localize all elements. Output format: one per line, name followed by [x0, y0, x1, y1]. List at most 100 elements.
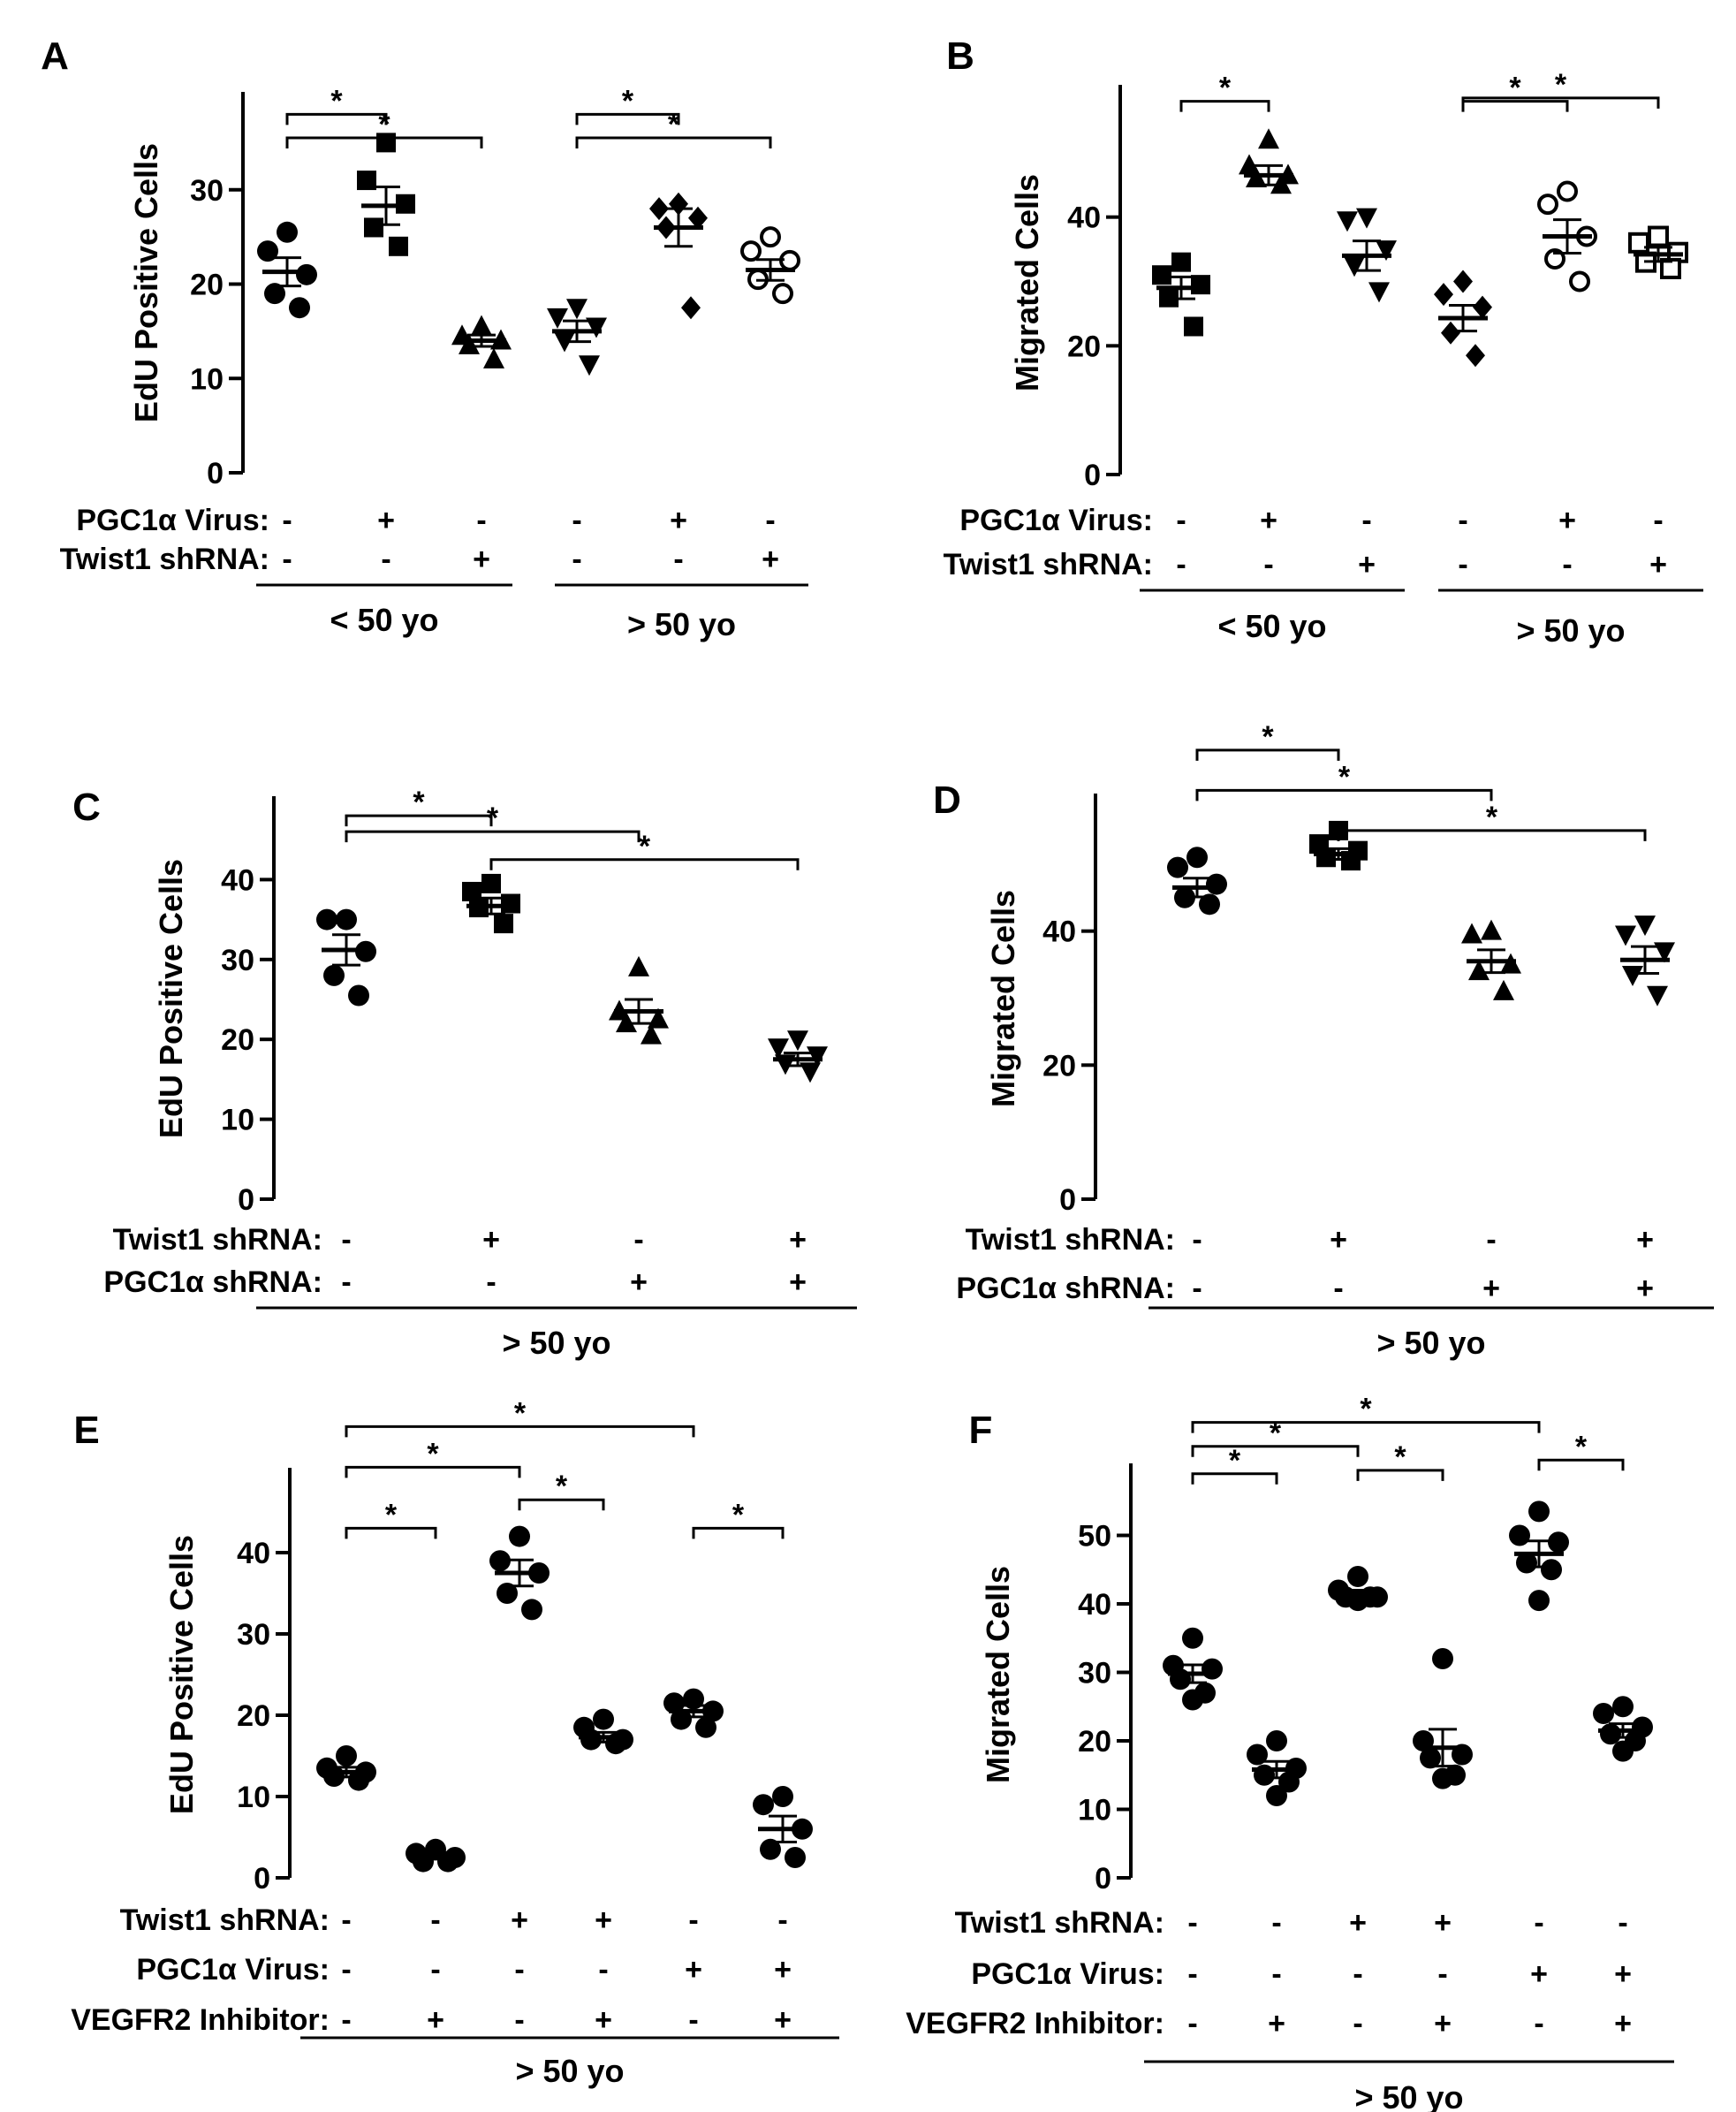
condition-value: +: [377, 504, 395, 537]
condition-value: -: [341, 1223, 351, 1257]
y-tick-label: 40: [237, 1537, 270, 1570]
condition-value: -: [476, 504, 486, 537]
significance-bracket: *: [692, 1498, 785, 1539]
y-tick-label: 10: [1078, 1794, 1111, 1827]
data-point: [336, 908, 357, 931]
data-point: [348, 1769, 369, 1791]
condition-value: -: [341, 1903, 351, 1937]
data-point: [628, 955, 649, 976]
data-point: [1628, 232, 1649, 254]
bracket-line: [1195, 788, 1493, 801]
significance-star: *: [514, 1396, 527, 1430]
data-point: [787, 1030, 808, 1052]
significance-star: *: [1360, 1393, 1372, 1426]
data-point: [1548, 1531, 1569, 1554]
data-point: [481, 873, 501, 893]
group-label: > 50 yo: [515, 2053, 624, 2089]
significance-star: *: [1219, 72, 1232, 105]
data-point: [1182, 1689, 1203, 1711]
bracket-line: [518, 1498, 605, 1511]
condition-value: +: [762, 543, 779, 576]
panel-letter: D: [933, 779, 961, 822]
panel-f: F 0 10 20 30 40 50 Migrated Cells * * * * * Twist1 sh…: [906, 1393, 1674, 2112]
condition-value: -: [1271, 1957, 1281, 1991]
condition-value: -: [765, 504, 775, 537]
data-point: [1461, 923, 1482, 944]
data-point: [296, 263, 317, 285]
bracket-line: [1191, 1472, 1278, 1485]
data-point: [494, 914, 513, 934]
data-point: [509, 1525, 530, 1547]
bracket-line: [345, 830, 641, 843]
bracket-line: [1195, 748, 1340, 761]
condition-value: -: [430, 1903, 440, 1937]
condition-value: +: [1482, 1272, 1500, 1305]
bracket-line: [345, 1465, 521, 1478]
data-point: [1612, 1696, 1634, 1718]
condition-value: +: [685, 1953, 702, 1987]
condition-label: PGC1α Virus:: [136, 1953, 330, 1987]
series-group: [1337, 208, 1397, 303]
data-point: [688, 206, 708, 230]
series-group: [1167, 847, 1227, 915]
data-point: [1557, 180, 1578, 202]
significance-star: *: [1394, 1440, 1406, 1474]
bracket-line: [489, 858, 800, 870]
condition-value: -: [486, 1265, 496, 1299]
bracket-line: [1461, 96, 1660, 109]
condition-value: -: [1187, 2007, 1197, 2040]
condition-value: +: [1558, 504, 1576, 537]
data-point: [1266, 1730, 1287, 1751]
data-point: [357, 171, 376, 191]
data-point: [1441, 321, 1460, 345]
data-point: [1569, 270, 1590, 292]
condition-value: +: [427, 2003, 444, 2037]
data-point: [1184, 316, 1203, 337]
data-point: [521, 1599, 542, 1621]
series-group: [1309, 820, 1368, 871]
group-label: > 50 yo: [1516, 612, 1625, 649]
condition-value: -: [1534, 1906, 1543, 1940]
condition-value: -: [282, 504, 292, 537]
significance-bracket: *: [1337, 801, 1647, 841]
group-label: > 50 yo: [1376, 1325, 1485, 1361]
significance-star: *: [378, 108, 390, 141]
condition-value: -: [1271, 1906, 1281, 1940]
data-point: [497, 1583, 518, 1604]
series-group: [257, 221, 317, 319]
bracket-line: [692, 1526, 785, 1539]
significance-bracket: *: [345, 1396, 695, 1438]
significance-bracket: *: [1461, 72, 1569, 112]
data-point: [316, 908, 337, 931]
series-group: [753, 1786, 813, 1868]
significance-bracket: *: [1356, 1440, 1444, 1481]
bracket-line: [1179, 100, 1270, 112]
significance-bracket: *: [1179, 72, 1270, 112]
panel-letter: C: [72, 786, 101, 829]
data-point: [1199, 893, 1220, 915]
condition-value: +: [774, 1953, 792, 1987]
condition-value: -: [1263, 548, 1273, 581]
y-tick-label: 30: [221, 944, 254, 977]
group-label: > 50 yo: [627, 606, 736, 642]
significance-star: *: [622, 84, 634, 118]
data-point: [323, 964, 345, 986]
condition-value: +: [789, 1223, 807, 1257]
significance-star: *: [1555, 68, 1567, 102]
data-point: [681, 296, 701, 320]
condition-value: -: [1187, 1906, 1197, 1940]
condition-value: +: [1349, 1906, 1367, 1940]
data-point: [1634, 915, 1656, 937]
significance-bracket: *: [575, 84, 680, 125]
series-group: [740, 226, 800, 305]
condition-label: VEGFR2 Inhibitor:: [906, 2007, 1164, 2040]
significance-star: *: [1262, 720, 1274, 754]
condition-value: -: [1458, 548, 1467, 581]
y-axis-label: EdU Positive Cells: [128, 143, 164, 422]
bracket-line: [345, 1424, 695, 1438]
data-point: [753, 1794, 774, 1816]
data-point: [1541, 1559, 1562, 1581]
data-point: [483, 347, 504, 368]
condition-value: +: [511, 1903, 528, 1937]
